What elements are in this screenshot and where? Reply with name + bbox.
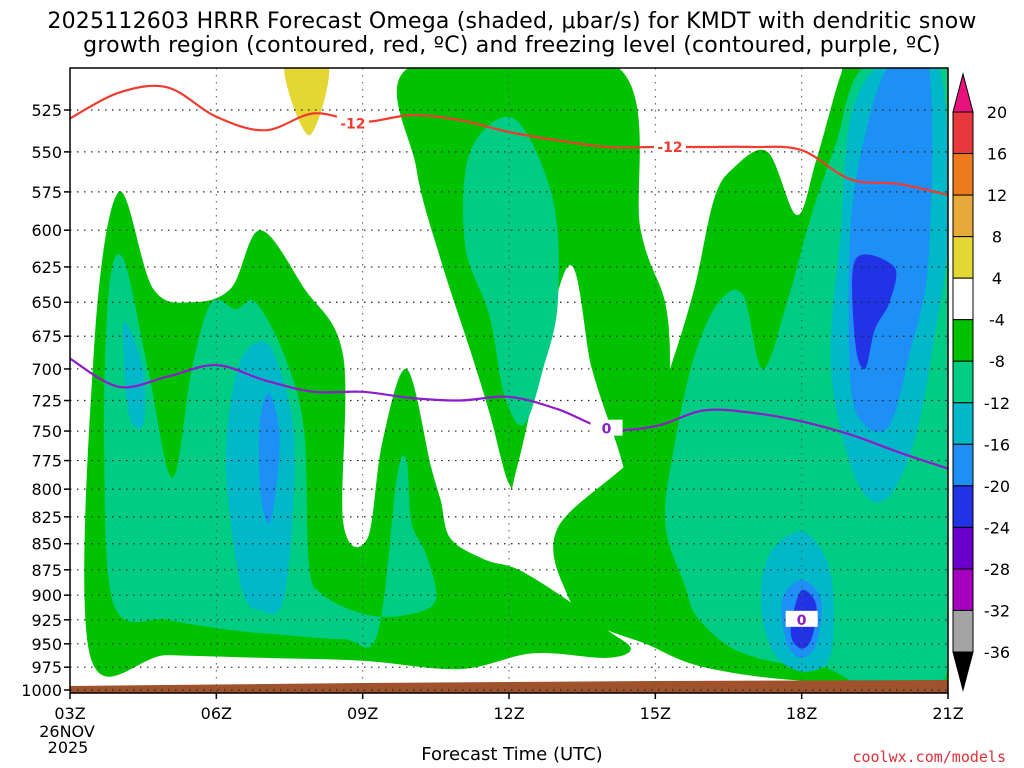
chart-title-line2: growth region (contoured, red, ºC) and f… bbox=[83, 33, 941, 58]
y-tick-label-750: 750 bbox=[31, 422, 62, 441]
colorbar-label-8: -16 bbox=[984, 435, 1010, 454]
colorbar-label-12: -32 bbox=[984, 601, 1010, 620]
colorbar-bin-10 bbox=[952, 526, 974, 570]
y-tick-label-950: 950 bbox=[31, 635, 62, 654]
y-tick-label-925: 925 bbox=[31, 611, 62, 630]
freezing-label-2: 0 bbox=[797, 613, 807, 629]
dgz-label-2: -12 bbox=[657, 140, 682, 156]
freezing-label-1-bg bbox=[590, 419, 623, 436]
colorbar-label-1: 16 bbox=[987, 145, 1007, 164]
colorbar-bin-3 bbox=[952, 236, 974, 279]
y-tick-label-675: 675 bbox=[31, 327, 62, 346]
axes: 525 550 575 600 625 650 675 700 725 750 775 800 825 8… bbox=[21, 67, 964, 757]
y-tick-label-850: 850 bbox=[31, 535, 62, 554]
colorbar-bin-4 bbox=[952, 277, 974, 321]
colorbar-label-0: 20 bbox=[987, 103, 1007, 122]
y-tick-label-975: 975 bbox=[31, 658, 62, 677]
dgz-label-2-bg bbox=[653, 137, 686, 154]
y-tick-label-875: 875 bbox=[31, 561, 62, 580]
colorbar-bin-2 bbox=[952, 194, 974, 238]
freezing-level-line bbox=[70, 357, 948, 470]
omega-shading bbox=[84, 68, 948, 693]
y-tick-label-900: 900 bbox=[31, 586, 62, 605]
colorbar-bin-5 bbox=[952, 319, 974, 362]
colorbar-label-7: -12 bbox=[984, 394, 1010, 413]
x-tick-label-0: 03Z bbox=[54, 704, 85, 723]
colorbar-bin-11 bbox=[952, 568, 974, 611]
colorbar-bin-12 bbox=[952, 609, 974, 653]
dgz-contour-line bbox=[70, 84, 948, 197]
freezing-label-2-bg bbox=[785, 610, 818, 627]
x-tick-label-3: 12Z bbox=[493, 704, 524, 723]
colorbar-bin-6 bbox=[952, 360, 974, 404]
colorbar-label-5: -4 bbox=[989, 311, 1005, 330]
freezing-label-1: 0 bbox=[602, 422, 612, 438]
colorbar-bin-8 bbox=[952, 443, 974, 487]
x-tick-label-1: 06Z bbox=[201, 704, 232, 723]
chart-title-line1: 2025112603 HRRR Forecast Omega (shaded, … bbox=[47, 9, 977, 34]
colorbar-label-2: 12 bbox=[987, 186, 1007, 205]
colorbar-bin-7 bbox=[952, 402, 974, 445]
y-tick-label-600: 600 bbox=[31, 221, 62, 240]
y-tick-label-700: 700 bbox=[31, 360, 62, 379]
colorbar-label-4: 4 bbox=[992, 269, 1002, 288]
colorbar-bottom-triangle bbox=[952, 651, 974, 692]
y-tick-label-825: 825 bbox=[31, 508, 62, 527]
colorbar-bin-1 bbox=[952, 153, 974, 196]
colorbar-label-10: -24 bbox=[984, 518, 1010, 537]
y-tick-label-625: 625 bbox=[31, 258, 62, 277]
omega-region-14 bbox=[852, 254, 897, 370]
omega-region-4 bbox=[463, 116, 559, 426]
colorbar-label-9: -20 bbox=[984, 477, 1010, 496]
colorbar-label-13: -36 bbox=[984, 643, 1010, 662]
colorbar-bin-0 bbox=[952, 111, 974, 155]
colorbar-bin-9 bbox=[952, 485, 974, 528]
colorbar-label-11: -28 bbox=[984, 560, 1010, 579]
x-year-label: 2025 bbox=[48, 738, 89, 757]
contour-lines: -12 -12 0 0 bbox=[70, 84, 948, 629]
x-axis-label: Forecast Time (UTC) bbox=[421, 744, 603, 765]
x-tick-label-6: 21Z bbox=[932, 704, 963, 723]
omega-region-15 bbox=[284, 68, 330, 136]
y-tick-label-650: 650 bbox=[31, 293, 62, 312]
y-tick-label-575: 575 bbox=[31, 183, 62, 202]
colorbar-label-6: -8 bbox=[989, 352, 1005, 371]
y-tick-label-725: 725 bbox=[31, 392, 62, 411]
dgz-label-1: -12 bbox=[340, 117, 365, 133]
x-date-label: 26NOV bbox=[39, 722, 95, 741]
omega-region-10 bbox=[259, 393, 280, 524]
x-tick-label-2: 09Z bbox=[347, 704, 378, 723]
y-tick-label-1000: 1000 bbox=[21, 681, 62, 700]
omega-region-6 bbox=[122, 321, 146, 429]
y-tick-label-800: 800 bbox=[31, 480, 62, 499]
y-tick-label-775: 775 bbox=[31, 452, 62, 471]
colorbar: 20 16 12 8 4 -4 -8 -12 -16 -20 -24 -28 -32 -36 bbox=[952, 72, 1010, 692]
x-tick-label-4: 15Z bbox=[640, 704, 671, 723]
y-tick-label-550: 550 bbox=[31, 143, 62, 162]
x-tick-label-5: 18Z bbox=[786, 704, 817, 723]
watermark-link[interactable]: coolwx.com/models bbox=[852, 748, 1006, 766]
y-tick-label-525: 525 bbox=[31, 101, 62, 120]
dgz-label-1-bg bbox=[336, 114, 369, 131]
colorbar-label-3: 8 bbox=[992, 228, 1002, 247]
colorbar-top-triangle bbox=[952, 72, 974, 113]
